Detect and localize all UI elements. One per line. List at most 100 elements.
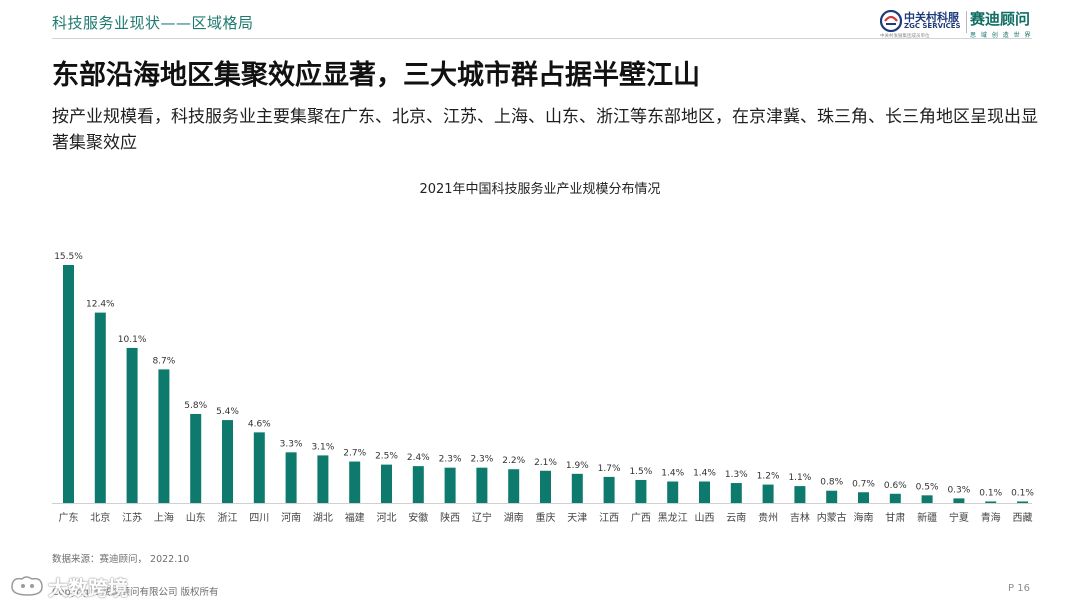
bar-海南 <box>858 492 869 503</box>
page-title: 东部沿海地区集聚效应显著，三大城市群占据半壁江山 <box>52 60 700 91</box>
x-tick-云南: 云南 <box>726 511 746 524</box>
data-label-江西: 1.7% <box>598 464 621 474</box>
copyright: Copyright 赛迪顾问有限公司 版权所有 <box>52 587 219 598</box>
x-tick-江苏: 江苏 <box>122 511 142 524</box>
data-label-吉林: 1.1% <box>788 473 811 483</box>
page-subtitle: 按产业规模看，科技服务业主要集聚在广东、北京、江苏、上海、山东、浙江等东部地区，… <box>52 107 1038 153</box>
bar-天津 <box>571 473 583 503</box>
data-label-山西: 1.4% <box>693 469 716 479</box>
data-label-新疆: 0.5% <box>916 482 939 492</box>
data-label-北京: 12.4% <box>86 300 115 310</box>
saidi-logo-tagline: 思 域 创 造 世 界 <box>970 32 1033 39</box>
bar-青海 <box>985 501 997 503</box>
data-label-宁夏: 0.3% <box>947 485 970 495</box>
data-label-陕西: 2.3% <box>439 455 462 465</box>
data-label-四川: 4.6% <box>248 419 271 429</box>
saidi-logo: 赛迪顾问 思 域 创 造 世 界 <box>970 8 1038 39</box>
bar-内蒙古 <box>826 490 838 503</box>
x-tick-吉林: 吉林 <box>790 511 810 524</box>
data-label-云南: 1.3% <box>725 470 748 480</box>
zgc-logo-name: 中关村科服 <box>904 11 959 24</box>
bar-江西 <box>603 476 615 503</box>
x-tick-甘肃: 甘肃 <box>885 511 905 524</box>
x-tick-河北: 河北 <box>377 512 397 524</box>
x-tick-湖南: 湖南 <box>504 511 524 524</box>
saidi-logo-name: 赛迪顾问 <box>970 10 1031 28</box>
bar-湖南 <box>508 469 520 503</box>
page-number: P 16 <box>1008 583 1030 594</box>
bar-西藏 <box>1017 501 1028 503</box>
bar-四川 <box>253 432 265 503</box>
zgc-logo-mark-icon <box>880 10 902 32</box>
data-label-青海: 0.1% <box>979 488 1002 498</box>
data-label-浙江: 5.4% <box>216 407 239 417</box>
x-tick-广西: 广西 <box>631 512 651 524</box>
logo-separator <box>966 11 967 33</box>
x-tick-北京: 北京 <box>90 511 110 524</box>
x-tick-福建: 福建 <box>345 511 365 524</box>
x-tick-陕西: 陕西 <box>440 511 460 524</box>
data-label-重庆: 2.1% <box>534 458 557 468</box>
bar-安徽 <box>412 466 424 503</box>
bar-山西 <box>699 481 710 503</box>
data-label-河南: 3.3% <box>280 439 303 449</box>
chart-title: 2021年中国科技服务业产业规模分布情况 <box>419 182 661 197</box>
bar-湖北 <box>317 455 329 503</box>
x-tick-黑龙江: 黑龙江 <box>658 511 688 524</box>
data-label-西藏: 0.1% <box>1011 488 1034 498</box>
x-tick-安徽: 安徽 <box>408 511 428 524</box>
data-label-黑龙江: 1.4% <box>661 469 684 479</box>
bar-山东 <box>190 413 202 503</box>
watermark: 大数跨境 <box>6 571 156 601</box>
section-title: 科技服务业现状——区域格局 <box>52 14 254 32</box>
x-tick-重庆: 重庆 <box>536 511 556 524</box>
x-tick-广东: 广东 <box>59 511 79 524</box>
x-tick-辽宁: 辽宁 <box>472 511 492 524</box>
data-label-山东: 5.8% <box>184 401 207 411</box>
x-tick-浙江: 浙江 <box>218 512 238 524</box>
data-label-江苏: 10.1% <box>118 335 147 345</box>
watermark-logo-icon <box>11 576 43 596</box>
data-label-天津: 1.9% <box>566 461 589 471</box>
watermark-text: 大数跨境 <box>48 576 128 600</box>
x-tick-上海: 上海 <box>154 511 174 524</box>
x-tick-贵州: 贵州 <box>758 511 778 524</box>
data-label-上海: 8.7% <box>152 356 175 366</box>
data-label-河北: 2.5% <box>375 452 398 462</box>
data-label-福建: 2.7% <box>343 449 366 459</box>
zgc-logo: 中关村科服 ZGC SERVICES 中关村发展集团成员单位 <box>880 9 962 39</box>
data-label-广东: 15.5% <box>54 252 83 262</box>
zgc-logo-tagline: 中关村发展集团成员单位 <box>880 34 930 39</box>
x-tick-河南: 河南 <box>281 511 301 524</box>
data-label-辽宁: 2.3% <box>470 455 493 465</box>
bar-甘肃 <box>889 493 901 503</box>
x-tick-内蒙古: 内蒙古 <box>817 511 847 524</box>
header-divider <box>52 38 1032 39</box>
x-tick-新疆: 新疆 <box>917 511 937 524</box>
bar-陕西 <box>444 467 456 503</box>
bar-河北 <box>381 464 392 503</box>
data-label-湖南: 2.2% <box>502 456 525 466</box>
bar-辽宁 <box>476 467 488 503</box>
bar-吉林 <box>794 486 806 503</box>
bar-北京 <box>94 312 106 503</box>
bar-福建 <box>349 461 361 503</box>
data-label-甘肃: 0.6% <box>884 481 907 491</box>
data-label-广西: 1.5% <box>629 467 652 477</box>
zgc-logo-english: ZGC SERVICES <box>904 22 961 30</box>
data-source: 数据来源：赛迪顾问， 2022.10 <box>52 554 190 565</box>
bar-河南 <box>285 452 297 503</box>
bar-江苏 <box>126 347 138 503</box>
data-label-安徽: 2.4% <box>407 453 430 463</box>
x-tick-山西: 山西 <box>695 512 715 524</box>
x-tick-四川: 四川 <box>249 513 269 524</box>
bar-重庆 <box>540 470 551 503</box>
bar-浙江 <box>222 420 233 503</box>
data-label-贵州: 1.2% <box>757 472 780 482</box>
x-tick-青海: 青海 <box>981 511 1001 524</box>
bar-贵州 <box>762 484 774 503</box>
bar-宁夏 <box>953 498 965 503</box>
bar-上海 <box>158 369 170 503</box>
bar-新疆 <box>921 495 933 503</box>
